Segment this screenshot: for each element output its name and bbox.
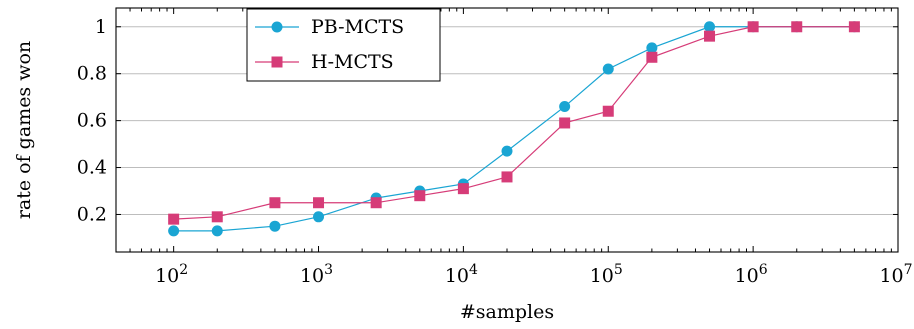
series-h-mcts <box>168 21 860 225</box>
data-point-pb-mcts <box>704 21 716 33</box>
x-tick-label: 103 <box>300 262 333 287</box>
legend-label-h-mcts: H-MCTS <box>311 51 394 73</box>
y-tick-label: 1 <box>95 16 107 38</box>
x-tick-labels: 102 103 104 105 106 107 <box>155 262 912 287</box>
data-point-h-mcts <box>501 171 513 183</box>
legend-entry-h-mcts: H-MCTS <box>255 51 394 73</box>
data-point-h-mcts <box>704 30 716 42</box>
data-point-h-mcts <box>559 117 571 129</box>
x-axis-label: #samples <box>460 301 554 323</box>
data-point-h-mcts <box>646 51 658 63</box>
y-axis-label: rate of games won <box>13 41 35 219</box>
data-point-pb-mcts <box>313 211 325 223</box>
data-point-pb-mcts <box>269 220 281 232</box>
data-point-pb-mcts <box>501 145 513 157</box>
legend-marker-pb-mcts <box>271 21 283 33</box>
legend-box <box>246 8 441 82</box>
series-layer <box>168 21 860 237</box>
data-point-pb-mcts <box>559 101 571 113</box>
data-point-pb-mcts <box>168 225 180 237</box>
data-point-h-mcts <box>457 183 469 195</box>
y-tick-labels: 0.2 0.4 0.6 0.8 1 <box>77 16 107 226</box>
x-tick-label: 104 <box>445 262 478 287</box>
y-tick-label: 0.4 <box>77 157 107 179</box>
data-point-h-mcts <box>791 21 803 33</box>
data-point-pb-mcts <box>602 63 614 75</box>
x-tick-label: 105 <box>590 262 623 287</box>
data-point-h-mcts <box>414 190 426 202</box>
data-point-h-mcts <box>313 197 325 209</box>
x-tick-label: 107 <box>879 262 912 287</box>
legend-marker-h-mcts <box>271 56 283 68</box>
plot-frame <box>115 7 899 253</box>
y-tick-label: 0.2 <box>77 203 107 225</box>
y-tick-label: 0.8 <box>77 63 107 85</box>
data-point-pb-mcts <box>211 225 223 237</box>
legend-entry-pb-mcts: PB-MCTS <box>255 16 404 38</box>
data-point-h-mcts <box>602 105 614 117</box>
data-point-h-mcts <box>370 197 382 209</box>
data-point-h-mcts <box>211 211 223 223</box>
data-point-h-mcts <box>269 197 281 209</box>
data-point-h-mcts <box>848 21 860 33</box>
legend-label-pb-mcts: PB-MCTS <box>311 16 404 38</box>
data-point-h-mcts <box>747 21 759 33</box>
grid-lines <box>116 26 898 215</box>
axis-ticks <box>115 8 899 252</box>
data-point-pb-mcts <box>646 42 658 54</box>
x-tick-label: 102 <box>155 262 188 287</box>
y-tick-label: 0.6 <box>77 110 107 132</box>
legend: PB-MCTS H-MCTS <box>246 8 441 82</box>
data-point-h-mcts <box>168 213 180 225</box>
x-tick-label: 106 <box>735 262 768 287</box>
